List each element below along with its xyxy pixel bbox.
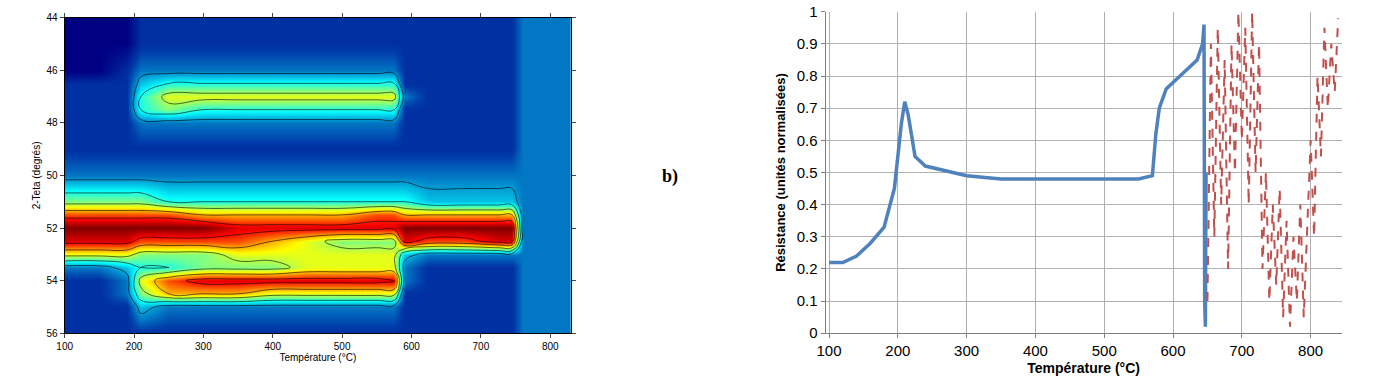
svg-text:800: 800 — [542, 341, 559, 352]
svg-text:0.9: 0.9 — [797, 35, 818, 52]
svg-text:100: 100 — [817, 342, 842, 359]
svg-text:Résistance (unités normalisées: Résistance (unités normalisées) — [773, 73, 788, 272]
svg-text:600: 600 — [1161, 342, 1186, 359]
svg-text:Température (°C): Température (°C) — [1027, 360, 1140, 376]
svg-text:600: 600 — [403, 341, 420, 352]
svg-text:56: 56 — [47, 328, 59, 339]
svg-text:0.5: 0.5 — [797, 164, 818, 181]
svg-text:400: 400 — [264, 341, 281, 352]
svg-text:b): b) — [662, 166, 678, 187]
svg-text:300: 300 — [195, 341, 212, 352]
svg-text:0.1: 0.1 — [797, 292, 818, 309]
svg-text:500: 500 — [1092, 342, 1117, 359]
svg-text:0.8: 0.8 — [797, 67, 818, 84]
svg-text:700: 700 — [1229, 342, 1254, 359]
svg-text:0.7: 0.7 — [797, 99, 818, 116]
svg-text:0.6: 0.6 — [797, 132, 818, 149]
svg-text:0: 0 — [809, 324, 817, 341]
svg-text:52: 52 — [47, 223, 59, 234]
svg-text:300: 300 — [954, 342, 979, 359]
svg-text:44: 44 — [47, 12, 59, 23]
svg-text:54: 54 — [47, 275, 59, 286]
svg-text:Température (°C): Température (°C) — [279, 352, 356, 363]
svg-text:500: 500 — [334, 341, 351, 352]
svg-text:0.3: 0.3 — [797, 228, 818, 245]
svg-text:50: 50 — [47, 170, 59, 181]
svg-text:1: 1 — [809, 3, 817, 20]
svg-text:200: 200 — [126, 341, 143, 352]
svg-text:200: 200 — [885, 342, 910, 359]
svg-text:0.2: 0.2 — [797, 260, 818, 277]
svg-text:2-Teta (degrés): 2-Teta (degrés) — [31, 142, 42, 210]
svg-text:0.4: 0.4 — [797, 196, 818, 213]
svg-text:700: 700 — [473, 341, 490, 352]
svg-text:400: 400 — [1023, 342, 1048, 359]
svg-text:46: 46 — [47, 65, 59, 76]
svg-text:800: 800 — [1298, 342, 1323, 359]
svg-text:48: 48 — [47, 117, 59, 128]
svg-text:100: 100 — [56, 341, 73, 352]
